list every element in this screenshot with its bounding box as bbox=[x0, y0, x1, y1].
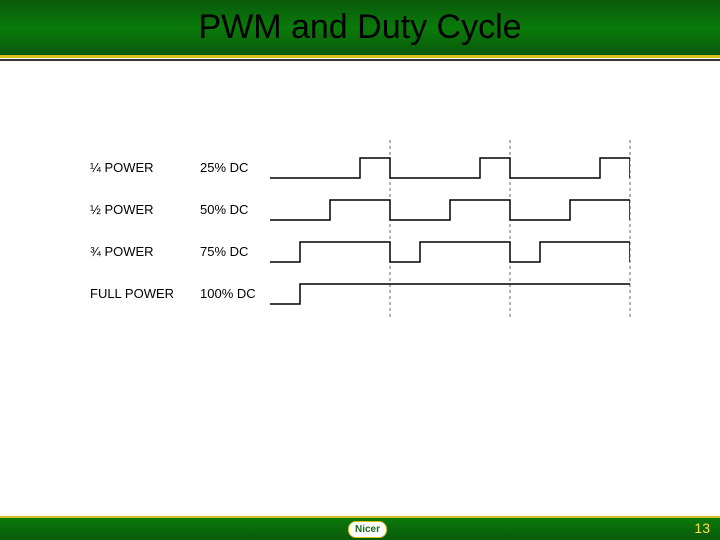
pwm-row-100: FULL POWER 100% DC bbox=[100, 266, 640, 308]
slide-footer: Nicer 13 bbox=[0, 516, 720, 540]
power-label: ¼ POWER bbox=[90, 160, 190, 175]
waveform-25 bbox=[270, 140, 630, 182]
dc-label: 25% DC bbox=[200, 160, 248, 175]
pwm-row-75: ¾ POWER 75% DC bbox=[100, 224, 640, 266]
waveform-50 bbox=[270, 182, 630, 224]
pwm-diagram: ¼ POWER 25% DC ½ POWER 50% DC ¾ POWER 75… bbox=[100, 140, 640, 370]
dc-label: 100% DC bbox=[200, 286, 256, 301]
logo-badge: Nicer bbox=[348, 521, 387, 538]
power-label: ½ POWER bbox=[90, 202, 190, 217]
dc-label: 75% DC bbox=[200, 244, 248, 259]
dc-label: 50% DC bbox=[200, 202, 248, 217]
power-label: ¾ POWER bbox=[90, 244, 190, 259]
waveform-75 bbox=[270, 224, 630, 266]
pwm-row-25: ¼ POWER 25% DC bbox=[100, 140, 640, 182]
slide-header: PWM and Duty Cycle bbox=[0, 0, 720, 58]
power-label: FULL POWER bbox=[90, 286, 190, 301]
waveform-100 bbox=[270, 266, 630, 308]
page-number: 13 bbox=[694, 520, 710, 536]
pwm-row-50: ½ POWER 50% DC bbox=[100, 182, 640, 224]
slide-title: PWM and Duty Cycle bbox=[198, 8, 521, 47]
